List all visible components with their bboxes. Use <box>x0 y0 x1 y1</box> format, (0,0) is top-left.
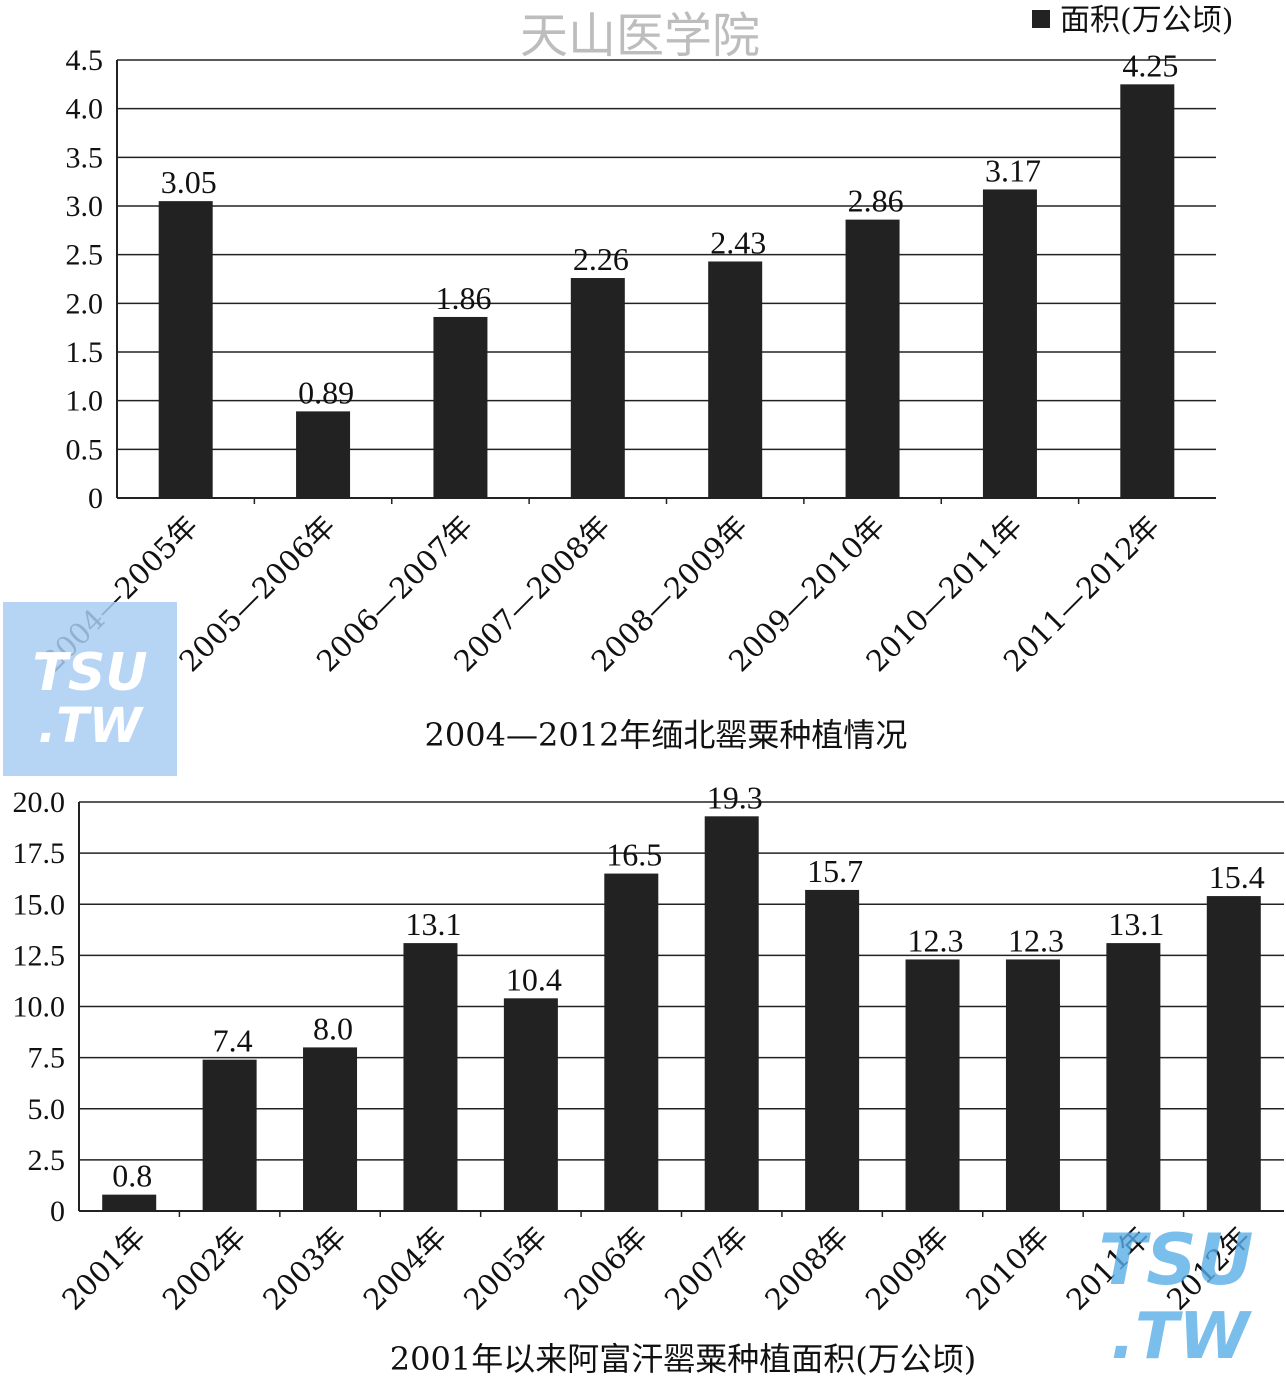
bar <box>158 201 213 498</box>
y-tick-label: 0 <box>88 482 103 515</box>
bar <box>704 816 759 1211</box>
y-tick-label: 2.0 <box>66 287 104 320</box>
x-tick-label: 2010年 <box>959 1220 1056 1317</box>
bar <box>503 998 558 1211</box>
data-label: 12.3 <box>908 922 964 958</box>
y-tick-label: 1.5 <box>66 336 104 369</box>
legend-label: 面积(万公顷) <box>1060 3 1233 38</box>
data-label: 3.05 <box>161 164 217 200</box>
y-tick-label: 10.0 <box>13 991 66 1024</box>
data-label: 12.3 <box>1008 922 1064 958</box>
y-tick-label: 3.5 <box>66 141 104 174</box>
watermark-logo-line2: .TW <box>1111 1300 1253 1374</box>
x-tick-label: 2002年 <box>156 1220 253 1317</box>
chart-afghanistan-opium: 0 2.5 5.0 7.5 10.0 12.5 15.0 17.5 20.0 0.8 2001年 7.… <box>13 779 1284 1317</box>
bar <box>403 943 458 1211</box>
watermark-logo-line1: TSU <box>1098 1219 1253 1301</box>
x-tick-label: 2003年 <box>256 1220 353 1317</box>
y-tick-label: 4.0 <box>66 93 104 126</box>
x-tick-label: 2005年 <box>457 1220 554 1317</box>
chart-title-bottom: 2001年以来阿富汗罂粟种植面积(万公顷) <box>390 1340 976 1378</box>
x-tick-label: 2001年 <box>55 1220 152 1317</box>
data-label: 0.89 <box>298 374 354 410</box>
bar <box>905 959 960 1211</box>
data-label: 4.25 <box>1122 47 1178 83</box>
data-label: 0.8 <box>112 1158 152 1194</box>
x-tick-label: 2006年 <box>558 1220 655 1317</box>
bar <box>1120 84 1175 498</box>
data-label: 2.86 <box>848 183 904 219</box>
y-tick-label: 0.5 <box>66 433 104 466</box>
bar <box>982 189 1037 498</box>
data-label: 2.43 <box>710 224 766 260</box>
data-label: 3.17 <box>985 152 1041 188</box>
data-label: 16.5 <box>606 837 662 873</box>
data-label: 7.4 <box>213 1023 253 1059</box>
data-label: 2.26 <box>573 241 629 277</box>
y-tick-label: 12.5 <box>13 939 66 972</box>
y-tick-label: 3.0 <box>66 190 104 223</box>
y-tick-label: 5.0 <box>28 1093 66 1126</box>
watermark-logo-left: TSU .TW <box>3 602 177 776</box>
bar <box>202 1059 257 1211</box>
bar <box>805 889 860 1211</box>
data-label: 8.0 <box>313 1010 353 1046</box>
y-tick-label: 1.0 <box>66 385 104 418</box>
bar <box>296 411 351 498</box>
x-tick-label: 2004年 <box>357 1220 454 1317</box>
chart-myanmar-opium: 00.51.01.52.02.53.03.54.04.53.052004—200… <box>35 44 1216 678</box>
bar <box>102 1194 157 1211</box>
data-label: 10.4 <box>506 961 562 997</box>
data-label: 19.3 <box>707 779 763 815</box>
y-tick-label: 2.5 <box>66 239 104 272</box>
data-label: 15.7 <box>807 853 863 889</box>
bar <box>433 316 488 498</box>
bar <box>708 261 763 498</box>
bar <box>570 278 625 498</box>
y-tick-label: 4.5 <box>66 44 104 77</box>
y-tick-label: 2.5 <box>28 1144 66 1177</box>
bar <box>604 873 659 1211</box>
watermark-logo-line2: .TW <box>38 698 144 754</box>
data-label: 13.1 <box>405 906 461 942</box>
watermark-text: 天山医学院 <box>520 8 760 64</box>
y-tick-label: 0 <box>50 1195 65 1228</box>
x-tick-label: 2008年 <box>758 1220 855 1317</box>
bar <box>1106 943 1161 1211</box>
watermark-logo-right: TSU .TW <box>1098 1219 1253 1374</box>
y-tick-label: 7.5 <box>28 1042 66 1075</box>
bar <box>303 1047 358 1211</box>
legend-swatch <box>1032 10 1050 28</box>
bar <box>1206 896 1261 1211</box>
y-tick-label: 15.0 <box>13 888 66 921</box>
bar <box>845 219 900 499</box>
data-label: 1.86 <box>435 280 491 316</box>
watermark-logo-line1: TSU <box>32 643 147 703</box>
x-tick-label: 2007年 <box>658 1220 755 1317</box>
bar <box>1005 959 1060 1211</box>
data-label: 15.4 <box>1209 859 1265 895</box>
data-label: 13.1 <box>1108 906 1164 942</box>
chart-title-top: 2004—2012年缅北罂粟种植情况 <box>425 716 908 754</box>
y-tick-label: 20.0 <box>13 786 66 819</box>
legend: 面积(万公顷) <box>1032 3 1233 38</box>
y-tick-label: 17.5 <box>13 837 66 870</box>
x-tick-label: 2009年 <box>859 1220 956 1317</box>
